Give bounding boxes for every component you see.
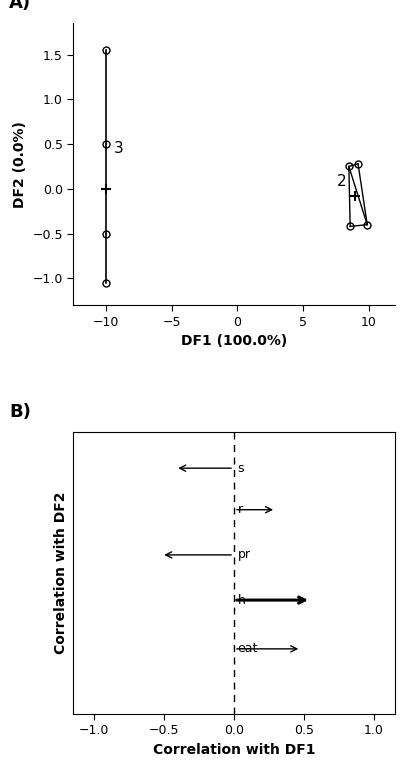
Y-axis label: Correlation with DF2: Correlation with DF2: [54, 492, 68, 654]
Text: 3: 3: [114, 141, 124, 156]
Text: B): B): [9, 403, 31, 421]
Text: r: r: [238, 503, 243, 516]
Text: A): A): [9, 0, 31, 12]
X-axis label: DF1 (100.0%): DF1 (100.0%): [181, 334, 287, 348]
Text: h: h: [238, 594, 245, 607]
Text: s: s: [238, 462, 244, 475]
X-axis label: Correlation with DF1: Correlation with DF1: [153, 743, 315, 757]
Text: pr: pr: [238, 549, 251, 561]
Y-axis label: DF2 (0.0%): DF2 (0.0%): [13, 121, 27, 208]
Text: 2: 2: [337, 174, 347, 189]
Text: eat: eat: [238, 643, 258, 656]
